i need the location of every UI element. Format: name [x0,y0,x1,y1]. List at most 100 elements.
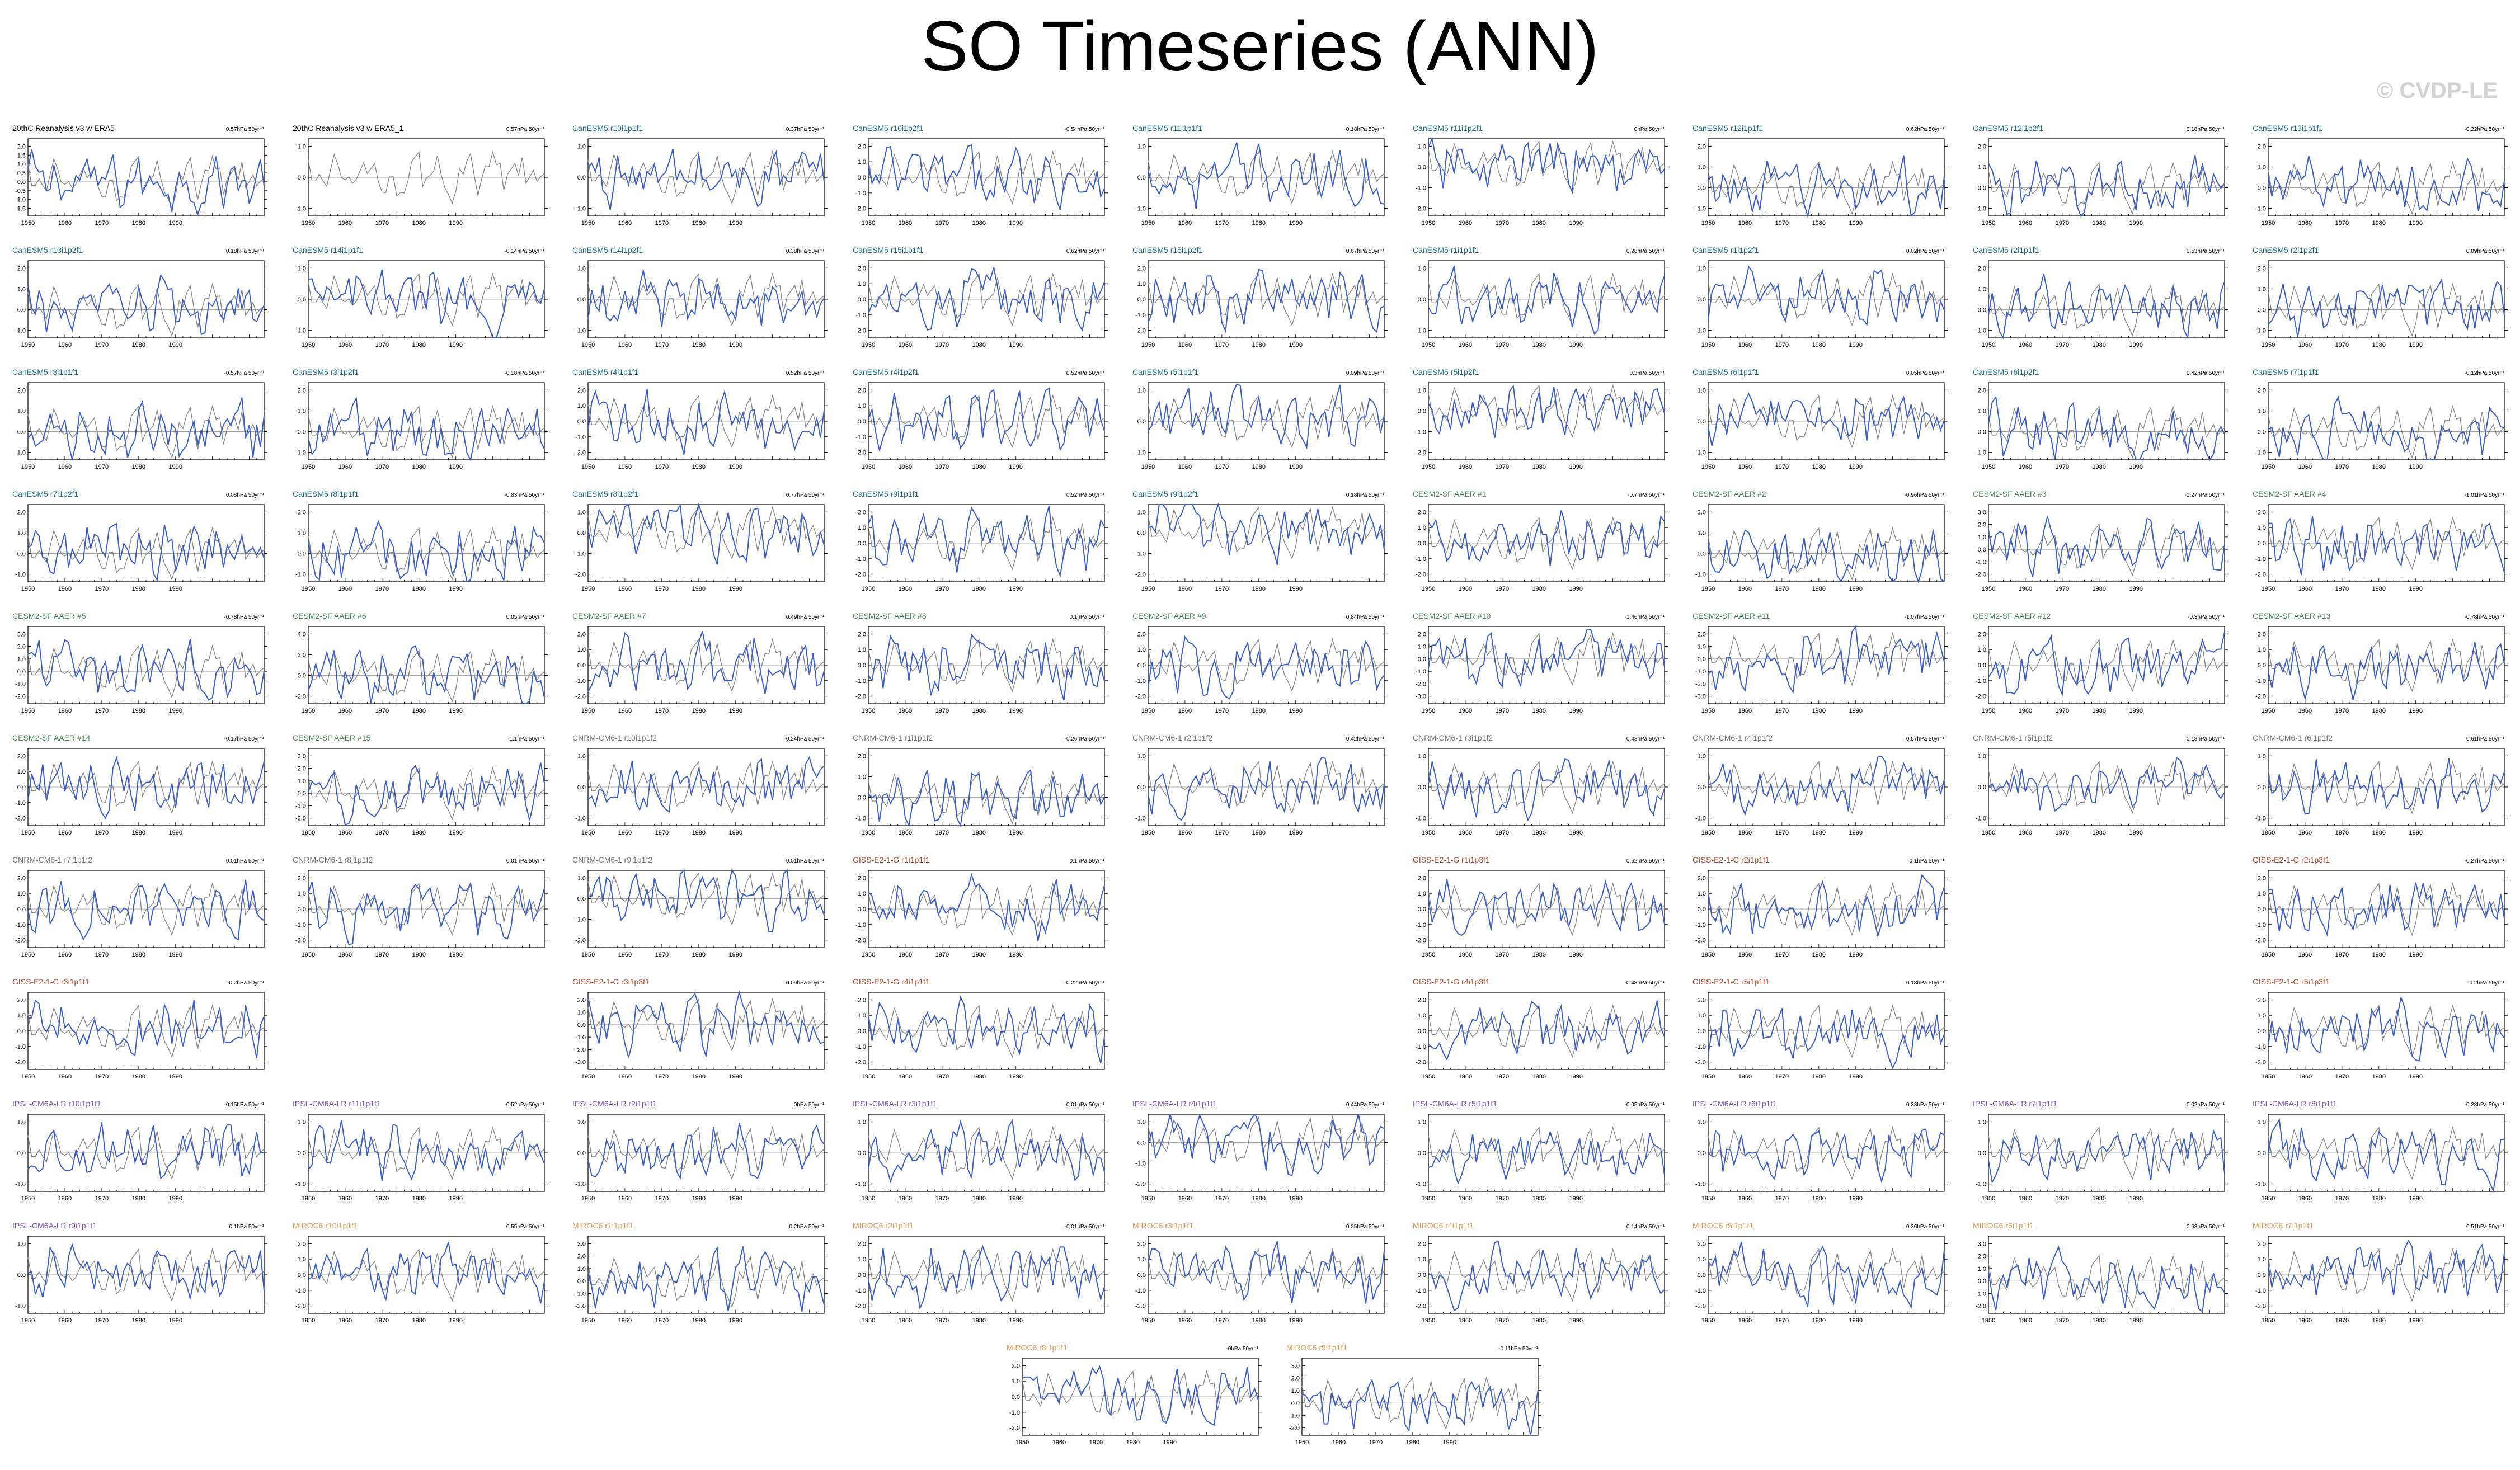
y-tick-label: 1.0 [1698,164,1706,171]
model-series-line [2268,395,2505,460]
y-tick-label: -1.0 [575,206,586,213]
y-tick-label: -1.0 [575,678,586,685]
observed-series-line [587,760,825,814]
timeseries-panel: IPSL-CM6A-LR r5i1p1f1 -0.05hPa 50yr⁻¹ 1.0 0… [1413,1099,1668,1202]
timeseries-panel: IPSL-CM6A-LR r3i1p1f1 -0.01hPa 50yr⁻¹ 1.0 0… [853,1099,1108,1202]
x-tick-label: 1950 [1701,1317,1715,1324]
x-tick-label: 1970 [1775,951,1789,958]
x-tick-label: 1980 [2092,708,2105,714]
y-tick-label: -2.0 [1976,1303,1986,1310]
panel-trend: -1.07hPa 50yr⁻¹ [1905,614,1945,620]
x-tick-label: 1960 [338,586,351,592]
x-tick-label: 1990 [169,951,182,958]
x-tick-label: 1990 [2409,342,2423,348]
model-series-line [867,995,1105,1063]
x-tick-label: 1970 [1215,708,1229,714]
y-tick-label: -2.0 [1695,1303,1706,1310]
y-tick-label: 1.0 [1137,1256,1146,1263]
panel-title: CanESM5 r3i1p2f1 [293,368,359,376]
y-tick-label: 2.0 [1417,1241,1426,1247]
x-tick-label: 1990 [169,708,182,714]
y-tick-label: -0.5 [15,188,26,195]
x-tick-label: 1980 [972,586,985,592]
x-tick-label: 1950 [301,342,314,348]
x-tick-label: 1980 [2092,586,2105,592]
y-tick-label: 1.0 [1417,387,1426,394]
model-series-line [587,1123,825,1180]
panel-title: CESM2-SF AAER #2 [1692,489,1766,498]
x-tick-label: 1970 [2335,708,2349,714]
x-tick-label: 1950 [2262,1317,2275,1324]
panel-title: CanESM5 r2i1p2f1 [2253,246,2319,255]
observed-series-line [307,766,544,821]
panel-trend: 0.25hPa 50yr⁻¹ [1346,1224,1385,1230]
x-tick-label: 1990 [449,464,462,470]
y-tick-label: 1.0 [577,1266,586,1273]
x-tick-label: 1970 [2335,342,2349,348]
observed-series-line [1987,760,2225,814]
x-tick-label: 1990 [1569,220,1582,227]
x-tick-label: 1960 [898,586,911,592]
x-tick-label: 1990 [2129,464,2142,470]
y-tick-label: 2.0 [297,875,305,882]
x-tick-label: 1970 [2335,586,2349,592]
y-tick-label: -1.0 [1976,1290,1986,1297]
x-tick-label: 1950 [1421,342,1435,348]
y-tick-label: 0.0 [1698,1028,1706,1035]
model-series-line [1427,758,1665,822]
y-tick-label: -2.0 [855,937,866,944]
x-tick-label: 1950 [301,1195,314,1202]
panel-title: CESM2-SF AAER #13 [2253,611,2330,620]
y-tick-label: -1.0 [1416,668,1426,675]
panel-trend: 0.67hPa 50yr⁻¹ [1346,248,1385,255]
x-tick-label: 1980 [1532,708,1545,714]
panel-title: CanESM5 r12i1p2f1 [1973,124,2043,133]
y-tick-label: 1.0 [1698,1119,1706,1125]
x-tick-label: 1980 [412,220,425,227]
x-tick-label: 1960 [58,586,72,592]
y-tick-label: 0.0 [297,429,305,436]
x-tick-label: 1990 [1289,1195,1303,1202]
panel-title: IPSL-CM6A-LR r8i1p1f1 [2253,1099,2337,1108]
panel-trend: -0.78hPa 50yr⁻¹ [2465,614,2505,620]
y-tick-label: 2.0 [1977,1254,1986,1260]
x-tick-label: 1970 [95,1195,109,1202]
x-tick-label: 1960 [1178,1317,1192,1324]
timeseries-panel: CanESM5 r10i1p2f1 -0.54hPa 50yr⁻¹ 2.0 1.0 0.… [853,124,1108,227]
x-tick-label: 1990 [729,342,742,348]
x-tick-label: 1970 [2055,586,2068,592]
timeseries-panel: CanESM5 r4i1p2f1 0.52hPa 50yr⁻¹ 2.0 1.0 0.0 -… [853,368,1108,470]
y-tick-label: 2.0 [17,644,26,651]
x-tick-label: 1960 [1738,342,1752,348]
x-tick-label: 1990 [1009,708,1022,714]
x-tick-label: 1980 [1532,342,1545,348]
y-tick-label: 1.0 [857,281,866,288]
panel-trend: -0.28hPa 50yr⁻¹ [2465,1102,2505,1108]
panel-trend: 0.2hPa 50yr⁻¹ [789,1224,824,1230]
y-tick-label: -1.0 [1695,572,1706,578]
x-tick-label: 1980 [412,586,425,592]
y-tick-label: -2.0 [1135,694,1146,700]
x-tick-label: 1950 [2262,708,2275,714]
timeseries-panel: CanESM5 r11i1p2f1 0hPa 50yr⁻¹ 1.0 0.0 -1.0 -2… [1413,124,1668,227]
y-tick-label: -1.0 [1976,1181,1986,1188]
y-tick-label: -1.0 [2255,450,2266,456]
x-tick-label: 1980 [132,1317,145,1324]
x-tick-label: 1990 [1569,342,1582,348]
y-tick-label: -2.0 [1416,1059,1426,1066]
y-tick-label: -1.0 [575,816,586,822]
y-tick-label: 0.0 [297,673,305,680]
timeseries-panel: CanESM5 r9i1p1f1 0.52hPa 50yr⁻¹ 2.0 1.0 0.0 -… [853,489,1108,592]
observed-series-line [1708,394,1945,449]
timeseries-panel: IPSL-CM6A-LR r11i1p1f1 -0.52hPa 50yr⁻¹ 1.0… [293,1099,548,1202]
x-tick-label: 1990 [449,1195,462,1202]
y-tick-label: -1.0 [1695,450,1706,456]
y-tick-label: -1.0 [1416,429,1426,436]
observed-series-line [1708,1248,1945,1302]
x-tick-label: 1950 [1421,1195,1435,1202]
timeseries-panel: CanESM5 r8i1p1f1 -0.83hPa 50yr⁻¹ 2.0 1.0 0.0… [293,489,548,592]
y-tick-label: 1.0 [857,891,866,897]
y-tick-label: 1.0 [1698,1012,1706,1019]
timeseries-panel: MIROC6 r9i1p1f1 -0.11hPa 50yr⁻¹3.02.01.00… [1286,1343,1542,1446]
y-tick-label: 1.0 [1977,408,1986,414]
